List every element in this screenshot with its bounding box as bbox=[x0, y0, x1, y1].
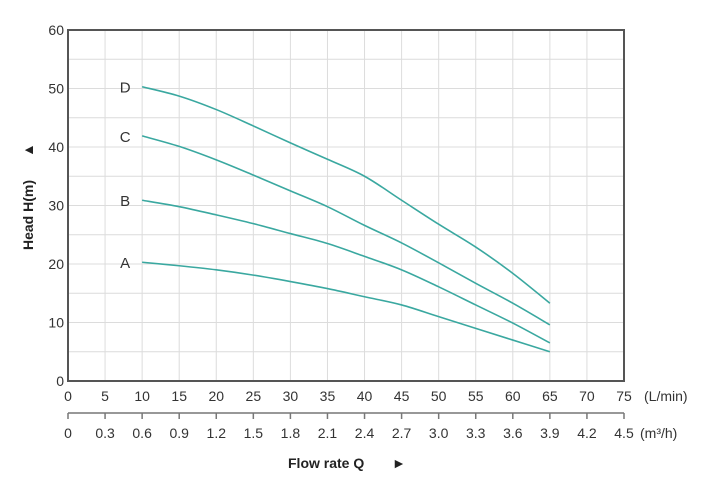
x-tick-label: 60 bbox=[505, 388, 521, 404]
x2-tick-label: 1.8 bbox=[281, 425, 301, 441]
curve-A bbox=[142, 261, 551, 353]
x-tick-label: 0 bbox=[64, 388, 72, 404]
x-tick-label: 15 bbox=[171, 388, 187, 404]
y-tick-label: 20 bbox=[48, 256, 64, 272]
y-axis-label: Head H(m) bbox=[20, 180, 36, 250]
curves: D C B A bbox=[120, 80, 551, 353]
y-tick-label: 0 bbox=[56, 373, 64, 389]
x-tick-label: 50 bbox=[431, 388, 447, 404]
x2-tick-label: 4.5 bbox=[614, 425, 634, 441]
x-tick-label: 40 bbox=[357, 388, 373, 404]
y-tick-label: 30 bbox=[48, 198, 64, 214]
x2-tick-label: 0.3 bbox=[95, 425, 115, 441]
y-tick-label: 10 bbox=[48, 315, 64, 331]
x-unit-label: (L/min) bbox=[644, 388, 688, 404]
x2-tick-label: 2.7 bbox=[392, 425, 412, 441]
x2-tick-label: 4.2 bbox=[577, 425, 597, 441]
y-tick-label: 60 bbox=[48, 22, 64, 38]
y-axis-title: Head H(m) ▲ bbox=[20, 143, 36, 250]
grid-lines bbox=[68, 30, 624, 381]
x2-tick-label: 2.4 bbox=[355, 425, 375, 441]
x2-tick-label: 0.6 bbox=[132, 425, 152, 441]
x-axis-arrow-icon: ► bbox=[392, 455, 406, 471]
x2-tick-label: 0.9 bbox=[169, 425, 189, 441]
y-tick-label: 40 bbox=[48, 139, 64, 155]
x-axis-label: Flow rate Q bbox=[288, 455, 364, 471]
y-tick-label: 50 bbox=[48, 81, 64, 97]
curve-D bbox=[141, 85, 551, 304]
x2-tick-label: 1.2 bbox=[207, 425, 227, 441]
x-tick-label: 30 bbox=[283, 388, 299, 404]
x-tick-label: 65 bbox=[542, 388, 558, 404]
x-tick-label: 10 bbox=[134, 388, 150, 404]
x-tick-label: 5 bbox=[101, 388, 109, 404]
x2-tick-label: 3.9 bbox=[540, 425, 560, 441]
curve-label-C: C bbox=[120, 129, 131, 146]
x2-tick-label: 0 bbox=[64, 425, 72, 441]
x2-tick-label: 2.1 bbox=[318, 425, 338, 441]
curve-B bbox=[141, 199, 551, 344]
x-tick-label: 45 bbox=[394, 388, 410, 404]
curve-label-D: D bbox=[120, 80, 131, 97]
x-tick-label: 55 bbox=[468, 388, 484, 404]
x-tick-labels: 0 5 10 15 20 25 30 35 40 45 50 55 60 65 70 75 bbox=[64, 388, 632, 404]
curve-label-A: A bbox=[120, 255, 130, 272]
x-tick-label: 70 bbox=[579, 388, 595, 404]
y-axis-arrow-icon: ▲ bbox=[20, 143, 36, 157]
x-tick-label: 20 bbox=[208, 388, 224, 404]
x2-unit-label: (m³/h) bbox=[640, 425, 677, 441]
x2-tick-label: 3.0 bbox=[429, 425, 449, 441]
x2-tick-label: 1.5 bbox=[244, 425, 264, 441]
x-tick-label: 35 bbox=[320, 388, 336, 404]
curve-label-B: B bbox=[120, 193, 130, 210]
plot-frame bbox=[67, 29, 625, 382]
secondary-x-axis: 0 0.3 0.6 0.9 1.2 1.5 1.8 2.1 2.4 2.7 3.0 3.3 3.6 3.9… bbox=[64, 412, 634, 441]
x-tick-label: 75 bbox=[616, 388, 632, 404]
x2-tick-label: 3.3 bbox=[466, 425, 486, 441]
x-tick-label: 25 bbox=[246, 388, 262, 404]
curve-C bbox=[141, 135, 551, 326]
y-tick-labels: 0 10 20 30 40 50 60 bbox=[48, 22, 64, 389]
x2-tick-label: 3.6 bbox=[503, 425, 523, 441]
